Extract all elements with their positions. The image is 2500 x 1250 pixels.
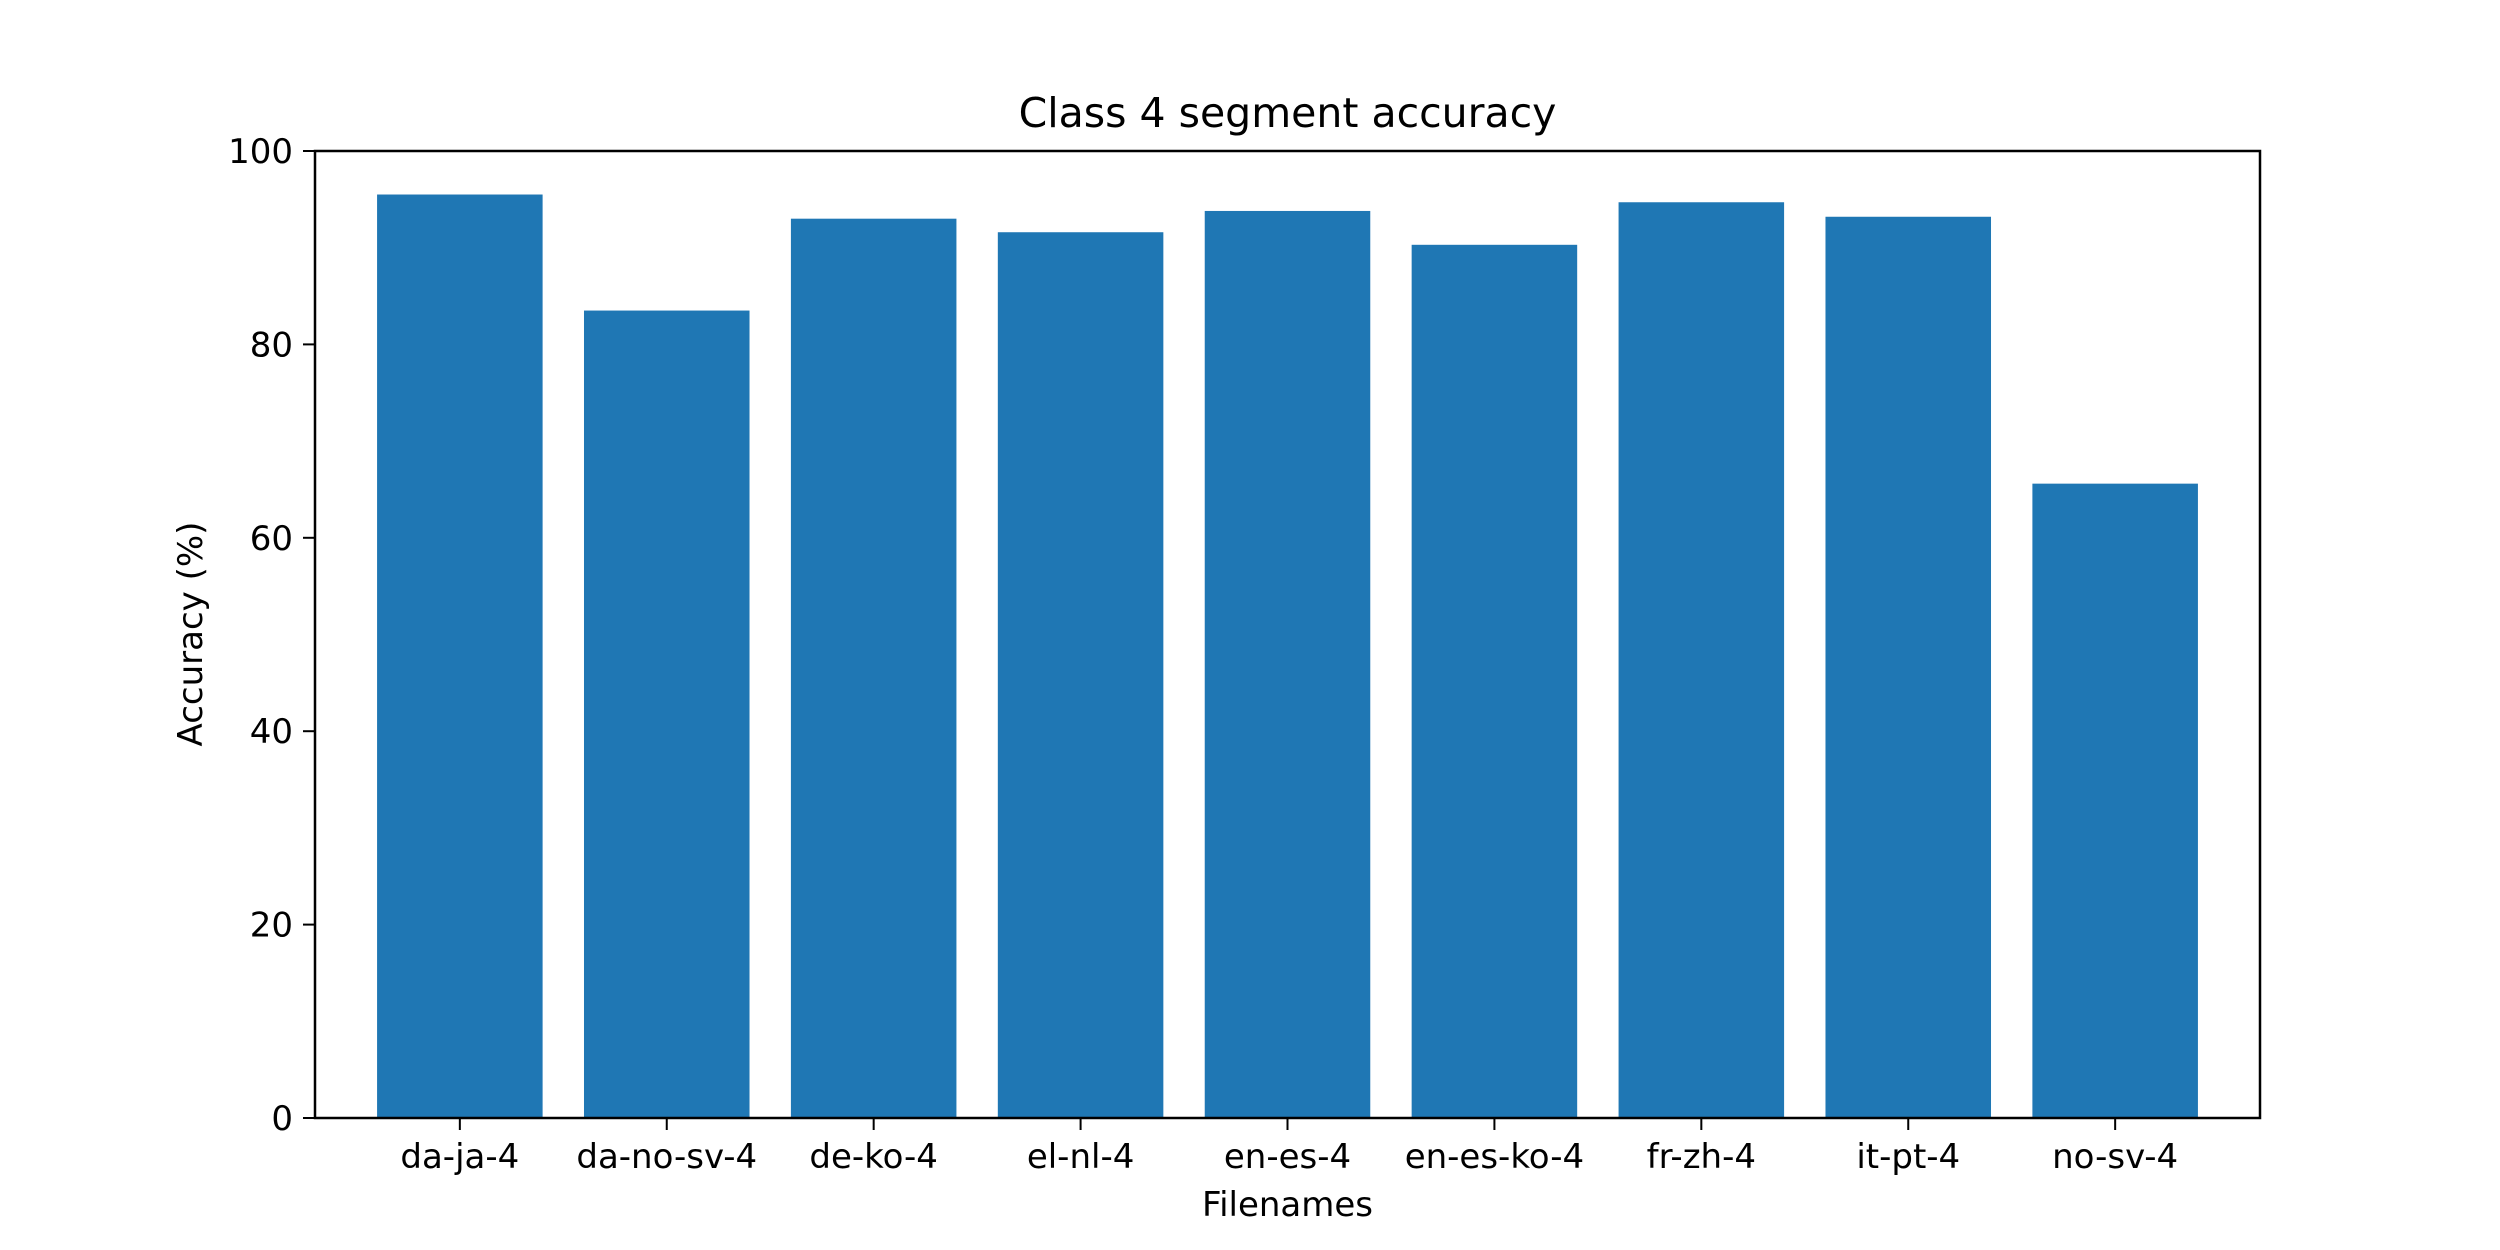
bar-en-es-4: [1204, 210, 1371, 1119]
y-axis-ticks: 0 20 40 60 80 100: [228, 132, 315, 1139]
bar-el-nl-4: [997, 232, 1164, 1118]
y-tick-label: 20: [250, 906, 293, 946]
y-tick-label: 100: [228, 132, 293, 172]
x-tick-label: en-es-4: [1224, 1137, 1351, 1177]
bar-da-no-sv-4: [583, 310, 750, 1118]
y-axis-label: Accuracy (%): [171, 522, 211, 747]
x-axis-ticks: da-ja-4 da-no-sv-4 de-ko-4 el-nl-4 en-es-4 en…: [400, 1118, 2178, 1177]
y-tick-label: 40: [250, 712, 293, 752]
bar-da-ja-4: [377, 194, 543, 1118]
bar-no-sv-4: [2032, 483, 2198, 1118]
y-tick-label: 80: [250, 325, 293, 365]
x-tick-label: el-nl-4: [1027, 1137, 1135, 1177]
bars-group: [377, 194, 2198, 1119]
x-tick-label: da-no-sv-4: [576, 1137, 757, 1177]
x-tick-label: en-es-ko-4: [1405, 1137, 1584, 1177]
x-tick-label: da-ja-4: [400, 1137, 519, 1177]
bar-de-ko-4: [790, 218, 957, 1118]
x-tick-label: it-pt-4: [1856, 1137, 1960, 1177]
x-axis-label: Filenames: [1202, 1185, 1373, 1225]
chart-title: Class 4 segment accuracy: [1019, 89, 1557, 137]
bar-fr-zh-4: [1618, 202, 1785, 1119]
x-tick-label: no-sv-4: [2052, 1137, 2178, 1177]
y-tick-label: 0: [271, 1099, 293, 1139]
y-tick-label: 60: [250, 519, 293, 559]
bar-en-es-ko-4: [1411, 244, 1578, 1118]
plot-frame: [313, 149, 2262, 1120]
x-tick-label: de-ko-4: [809, 1137, 938, 1177]
x-tick-label: fr-zh-4: [1647, 1137, 1756, 1177]
bar-it-pt-4: [1825, 216, 1992, 1119]
